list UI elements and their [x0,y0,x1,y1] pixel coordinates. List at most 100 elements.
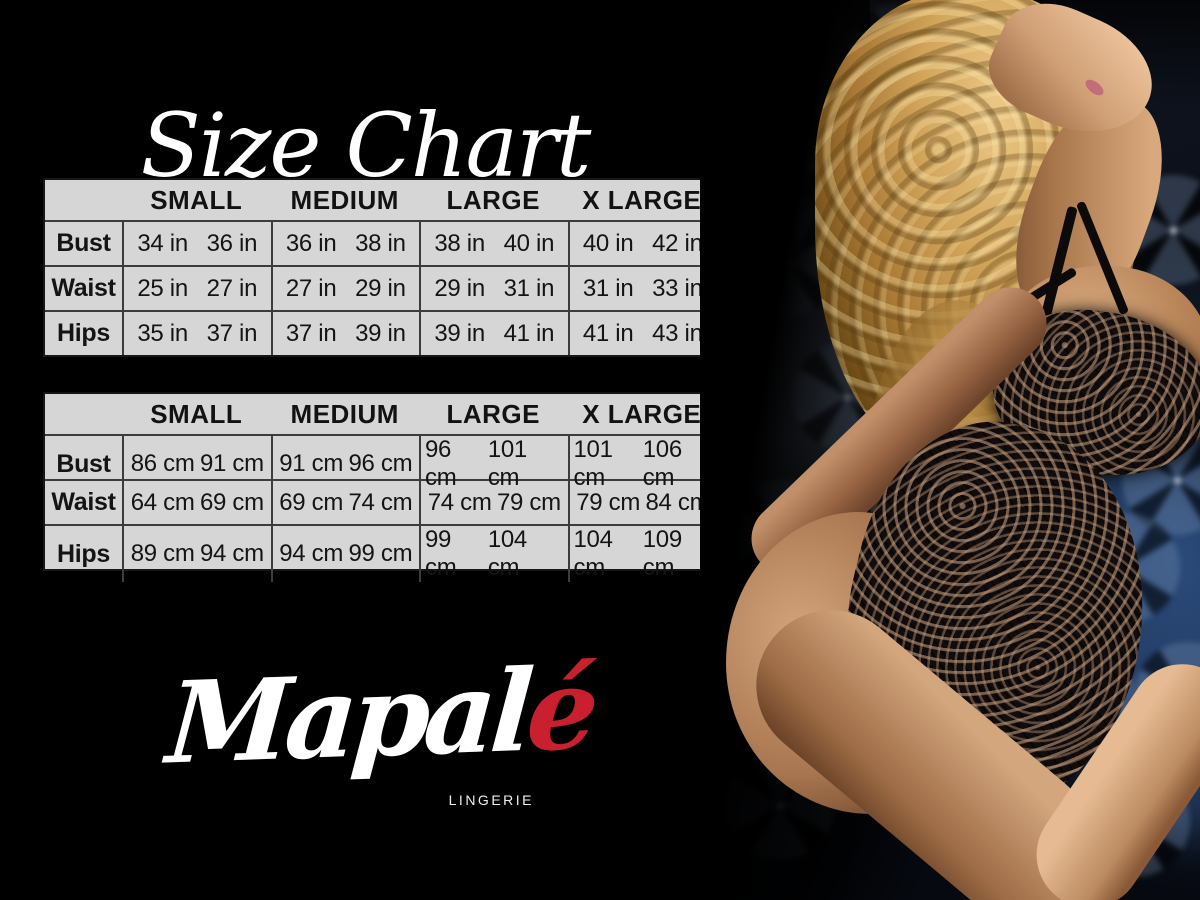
measure-value: 74 cm [427,488,492,516]
measure-value: 64 cm [130,488,195,516]
measure-value: 27 in [285,274,337,302]
size-cell-xlarge: 79 cm 84 cm [567,481,717,524]
row-label: Bust [56,449,111,478]
row-label: Waist [51,488,116,516]
header-medium: MEDIUM [290,184,399,215]
measure-value: 69 cm [279,488,344,516]
measure-value: 41 in [582,319,634,347]
row-label: Bust [56,229,111,257]
row-label: Waist [51,274,116,302]
size-cell-medium: 36 in 38 in [270,222,420,265]
brand-tagline: LINGERIE [448,792,534,808]
measure-value: 39 in [434,319,485,347]
measure-value: 106 cm [642,436,682,491]
measure-value: 104 cm [487,526,527,581]
size-cell-small: 35 in 37 in [122,312,271,355]
measure-value: 94 cm [199,540,264,567]
size-cell-medium: 37 in 39 in [270,312,420,355]
size-cell-medium: 27 in 29 in [270,267,420,310]
measure-value: 79 cm [576,488,641,516]
measure-value: 84 cm [645,488,710,516]
measure-value: 69 cm [199,488,264,516]
size-cell-small: 25 in 27 in [122,267,271,310]
measure-value: 34 in [137,229,188,257]
measure-value: 37 in [206,319,258,347]
header-medium: MEDIUM [290,398,399,429]
table-row-waist: Waist 25 in 27 in 27 in 29 in 29 in 31 i… [45,265,716,310]
measure-value: 94 cm [279,540,344,567]
brand-logo: Mapalé LINGERIE [140,642,620,817]
measure-value: 42 in [652,229,703,257]
measure-value: 39 in [355,319,406,347]
size-cell-xlarge: 41 in 43 in [567,312,717,355]
measure-value: 38 in [355,229,406,257]
measure-value: 91 cm [199,450,264,477]
measure-value: 31 in [503,274,555,302]
size-table-inches: SMALL MEDIUM LARGE X LARGE Bust 34 in 36… [43,178,718,357]
measure-value: 86 cm [130,450,195,477]
size-cell-large: 99 cm 104 cm [419,526,568,582]
header-small: SMALL [150,398,243,429]
header-xlarge: X LARGE [582,184,702,215]
size-cell-xlarge: 40 in 42 in [567,222,717,265]
measure-value: 38 in [434,229,485,257]
size-cell-medium: 94 cm 99 cm [270,526,420,582]
header-xlarge: X LARGE [582,398,702,429]
size-cell-xlarge: 101 cm 106 cm [567,436,717,492]
measure-value: 89 cm [130,540,195,567]
measure-value: 33 in [652,274,703,302]
table-row-hips: Hips 89 cm 94 cm 94 cm 99 cm 99 cm 104 c… [45,524,716,582]
measure-value: 43 in [652,319,703,347]
brand-wordmark: Mapalé [135,633,625,800]
row-label: Hips [57,539,110,568]
size-cell-small: 64 cm 69 cm [122,481,271,524]
size-cell-xlarge: 31 in 33 in [567,267,717,310]
measure-value: 99 cm [425,526,457,581]
measure-value: 29 in [434,274,485,302]
measure-value: 99 cm [348,540,413,567]
table-row-waist: Waist 64 cm 69 cm 69 cm 74 cm 74 cm 79 c… [45,479,716,524]
row-label: Hips [57,319,110,347]
measure-value: 101 cm [573,436,613,491]
table-header-row: SMALL MEDIUM LARGE X LARGE [45,180,716,220]
measure-value: 29 in [355,274,406,302]
measure-value: 35 in [137,319,188,347]
header-large: LARGE [446,184,540,215]
brand-accent-letter: é [522,643,598,778]
measure-value: 104 cm [573,526,613,581]
measure-value: 36 in [285,229,337,257]
model-photo [700,0,1200,900]
measure-value: 74 cm [348,488,413,516]
size-cell-small: 89 cm 94 cm [122,526,271,582]
measure-value: 40 in [503,229,555,257]
table-row-bust: Bust 86 cm 91 cm 91 cm 96 cm 96 cm 101 c… [45,434,716,492]
measure-value: 40 in [582,229,634,257]
measure-value: 96 cm [348,450,413,477]
size-cell-small: 34 in 36 in [122,222,271,265]
measure-value: 91 cm [279,450,344,477]
measure-value: 96 cm [425,436,457,491]
size-cell-medium: 69 cm 74 cm [270,481,420,524]
header-small: SMALL [150,184,243,215]
measure-value: 31 in [582,274,634,302]
measure-value: 27 in [206,274,258,302]
size-cell-large: 38 in 40 in [419,222,568,265]
measure-value: 36 in [206,229,258,257]
measure-value: 109 cm [642,526,682,581]
measure-value: 37 in [285,319,337,347]
header-large: LARGE [446,398,540,429]
size-cell-large: 39 in 41 in [419,312,568,355]
measure-value: 79 cm [496,488,561,516]
table-row-hips: Hips 35 in 37 in 37 in 39 in 39 in 41 in… [45,310,716,355]
size-cell-large: 96 cm 101 cm [419,436,568,492]
size-cell-small: 86 cm 91 cm [122,436,271,492]
size-cell-large: 29 in 31 in [419,267,568,310]
measure-value: 101 cm [487,436,527,491]
brand-name: Mapal [162,645,532,790]
measure-value: 41 in [503,319,555,347]
size-cell-xlarge: 104 cm 109 cm [567,526,717,582]
table-row-bust: Bust 34 in 36 in 36 in 38 in 38 in 40 in… [45,220,716,265]
measure-value: 25 in [137,274,188,302]
table-header-row: SMALL MEDIUM LARGE X LARGE [45,394,716,434]
